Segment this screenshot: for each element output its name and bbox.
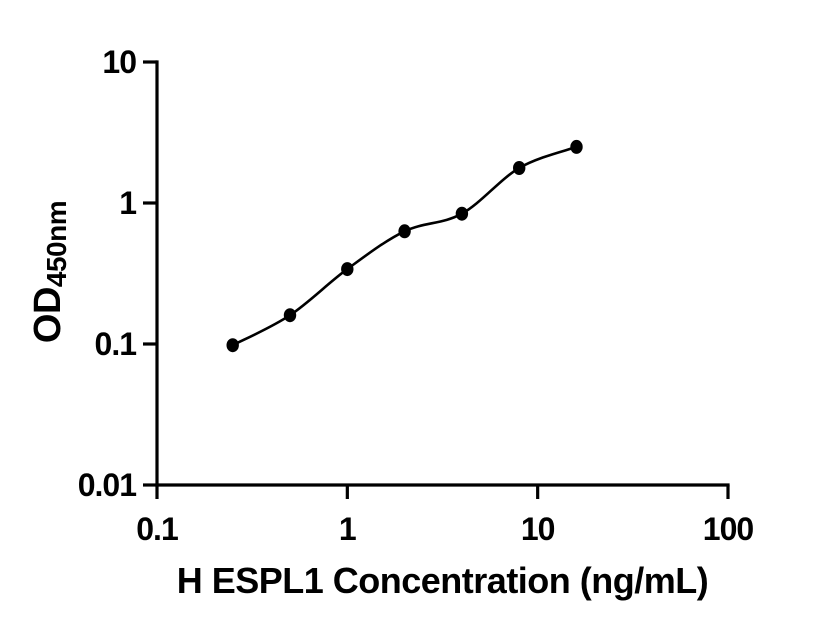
data-point-marker: [570, 139, 583, 154]
data-point-marker: [455, 206, 469, 221]
y-tick-label: 0.01: [78, 467, 136, 503]
data-point-marker: [226, 338, 239, 353]
x-tick-label: 100: [703, 511, 754, 547]
x-tick-label: 0.1: [136, 511, 178, 547]
y-tick-label: 0.1: [95, 326, 137, 362]
data-point-marker: [398, 224, 411, 239]
y-axis-title: OD450nm: [27, 201, 73, 343]
y-axis-title-main: OD: [27, 287, 69, 344]
y-axis-title-subscript: 450nm: [41, 200, 72, 288]
y-tick-label: 10: [102, 44, 136, 80]
data-point-marker: [283, 308, 297, 323]
data-point-marker: [513, 161, 526, 175]
y-tick-label: 1: [119, 185, 136, 221]
x-tick-label: 10: [521, 511, 555, 547]
x-tick-label: 1: [339, 511, 356, 547]
x-axis-title: H ESPL1 Concentration (ng/mL): [176, 560, 709, 601]
data-point-marker: [341, 262, 354, 277]
